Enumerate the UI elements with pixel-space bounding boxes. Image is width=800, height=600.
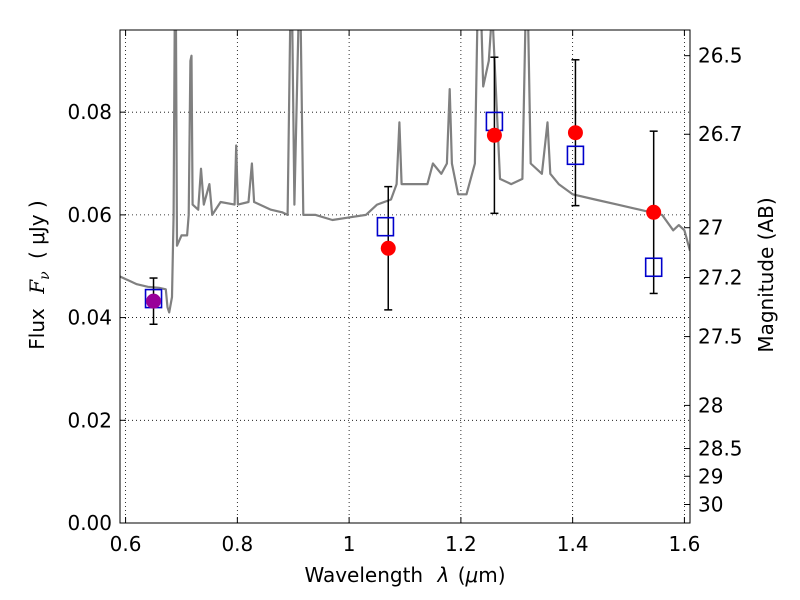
right-axis-label: Magnitude (AB) [754, 197, 778, 352]
model-spectrum-layer [120, 30, 690, 314]
y-tick-label: 0.00 [67, 511, 112, 535]
y2-tick-label: 27.2 [698, 266, 743, 290]
y-tick-label: 0.08 [67, 100, 112, 124]
y2-tick-label: 26.5 [698, 44, 743, 68]
observed-flux-point [146, 293, 162, 309]
error-bars-layer [149, 56, 658, 326]
y2-tick-label: 26.7 [698, 122, 743, 146]
model-spectrum-line [120, 30, 690, 314]
y-tick-label: 0.06 [67, 203, 112, 227]
x-tick-label: 0.8 [221, 532, 253, 556]
x-tick-label: 1.4 [557, 532, 589, 556]
y2-tick-label: 30 [698, 493, 723, 517]
observed-flux-point [486, 127, 502, 143]
y2-tick-label: 27.5 [698, 325, 743, 349]
x-axis-label: Wavelength λ (μm) [304, 563, 505, 587]
y2-tick-label: 28 [698, 393, 723, 417]
y2-tick-label: 28.5 [698, 437, 743, 461]
axis-ticks: 0.6 0.8 1 1.2 1.4 1.6 0.00 0.02 0.04 0.06 0.08 26.5… [67, 30, 743, 556]
grid-lines [120, 30, 690, 524]
x-tick-label: 0.6 [110, 532, 142, 556]
y-axis-label: Flux Fν ( μJy ) [25, 200, 54, 349]
model-flux-square [644, 257, 663, 278]
data-points-layer [144, 111, 663, 309]
observed-flux-point [380, 240, 396, 256]
x-tick-label: 1.6 [669, 532, 701, 556]
y-tick-label: 0.02 [67, 408, 112, 432]
observed-flux-point [567, 125, 583, 141]
model-flux-square [566, 145, 585, 166]
y2-tick-label: 27 [698, 216, 723, 240]
x-tick-label: 1.2 [445, 532, 477, 556]
observed-flux-point [646, 204, 662, 220]
x-tick-label: 1 [343, 532, 356, 556]
plot-frame [119, 29, 691, 524]
model-flux-square [376, 216, 395, 237]
y2-tick-label: 29 [698, 464, 723, 488]
y-tick-label: 0.04 [67, 306, 112, 330]
